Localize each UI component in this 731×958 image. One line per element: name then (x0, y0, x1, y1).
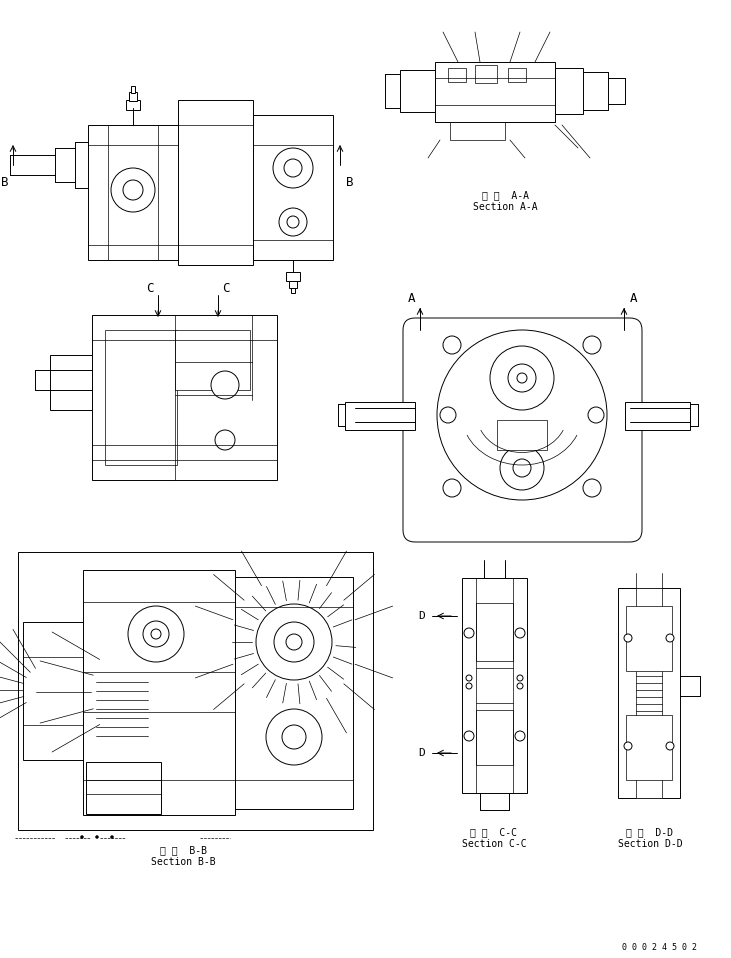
Circle shape (215, 430, 235, 450)
Bar (18, 552, 373, 830)
Circle shape (110, 835, 113, 838)
Circle shape (588, 407, 604, 423)
Circle shape (583, 479, 601, 497)
Circle shape (466, 675, 472, 681)
Circle shape (515, 628, 525, 638)
Text: 断 面  D-D: 断 面 D-D (626, 827, 673, 837)
Text: D: D (419, 611, 425, 621)
Circle shape (128, 606, 184, 662)
Circle shape (284, 159, 302, 177)
Text: 断 面  C-C: 断 面 C-C (471, 827, 518, 837)
Bar (86, 762, 161, 814)
Circle shape (517, 675, 523, 681)
Text: 0 0 0 2 4 5 0 2: 0 0 0 2 4 5 0 2 (623, 944, 697, 952)
Bar (450, 122, 505, 140)
Circle shape (624, 634, 632, 642)
Circle shape (466, 683, 472, 689)
Bar (555, 68, 583, 114)
Bar (400, 70, 435, 112)
Bar (23, 622, 83, 760)
Bar (497, 420, 547, 450)
Bar (105, 330, 177, 465)
Bar (345, 402, 415, 430)
Circle shape (266, 709, 322, 765)
Circle shape (282, 725, 306, 749)
Bar (286, 272, 300, 281)
Text: A: A (630, 291, 637, 305)
Circle shape (624, 742, 632, 750)
Circle shape (515, 731, 525, 741)
Circle shape (111, 168, 155, 212)
Bar (636, 588, 662, 798)
Circle shape (517, 373, 527, 383)
Text: Section A-A: Section A-A (473, 202, 537, 212)
Text: D: D (419, 748, 425, 758)
Circle shape (437, 330, 607, 500)
Bar (475, 65, 497, 83)
Text: B: B (1, 175, 9, 189)
Bar (476, 603, 513, 661)
Circle shape (443, 336, 461, 354)
Bar (126, 100, 140, 110)
Bar (508, 68, 526, 82)
Circle shape (80, 835, 83, 838)
Circle shape (286, 634, 302, 650)
Text: C: C (146, 282, 154, 294)
Text: 断 面  A-A: 断 面 A-A (482, 190, 529, 200)
Circle shape (440, 407, 456, 423)
Bar (618, 588, 680, 798)
Bar (448, 68, 466, 82)
Bar (289, 281, 297, 288)
Text: Section D-D: Section D-D (618, 839, 682, 849)
Circle shape (256, 604, 332, 680)
Bar (131, 86, 135, 93)
Bar (50, 355, 92, 410)
Circle shape (517, 683, 523, 689)
Circle shape (464, 628, 474, 638)
Bar (88, 125, 178, 260)
Circle shape (96, 835, 99, 838)
Bar (178, 100, 253, 265)
Bar (291, 288, 295, 293)
Circle shape (211, 371, 239, 399)
Circle shape (274, 622, 314, 662)
Bar (626, 606, 672, 671)
Circle shape (443, 479, 461, 497)
Text: C: C (222, 282, 230, 294)
Bar (626, 715, 672, 780)
Circle shape (273, 148, 313, 188)
Bar (83, 570, 235, 815)
Circle shape (490, 346, 554, 410)
Text: Section B-B: Section B-B (151, 857, 216, 867)
Bar (435, 62, 555, 122)
Circle shape (279, 208, 307, 236)
Bar (92, 315, 277, 480)
Text: 断 面  B-B: 断 面 B-B (159, 845, 206, 855)
Circle shape (666, 742, 674, 750)
Circle shape (464, 731, 474, 741)
Circle shape (143, 621, 169, 647)
Text: B: B (346, 175, 354, 189)
Circle shape (123, 180, 143, 200)
Bar (625, 402, 690, 430)
Circle shape (287, 216, 299, 228)
Bar (175, 330, 250, 390)
Text: A: A (408, 291, 416, 305)
Circle shape (151, 629, 161, 639)
Circle shape (513, 459, 531, 477)
Text: Section C-C: Section C-C (462, 839, 526, 849)
Circle shape (583, 336, 601, 354)
Circle shape (500, 446, 544, 490)
Bar (235, 577, 353, 809)
Circle shape (666, 634, 674, 642)
FancyBboxPatch shape (403, 318, 642, 542)
Bar (129, 92, 137, 101)
Bar (253, 115, 333, 260)
Bar (476, 710, 513, 765)
Bar (462, 578, 527, 793)
Circle shape (508, 364, 536, 392)
